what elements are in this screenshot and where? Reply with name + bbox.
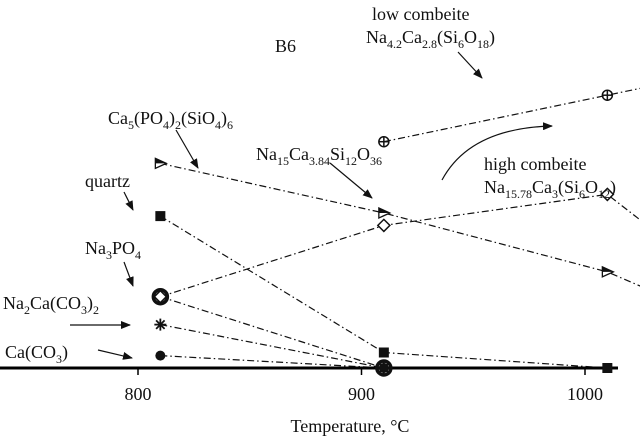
marker-low_combeite-0 <box>378 135 390 148</box>
annotation-high-combeite-formula: Na15.78Ca3(Si6O12) <box>484 177 616 201</box>
arrow-low-combeite <box>457 51 483 79</box>
series-line-low_combeite <box>383 87 640 143</box>
annotation-arrows <box>70 51 553 360</box>
annotation-high-combeite-name: high combeite <box>484 154 586 174</box>
x-tick-label-900: 900 <box>348 384 375 404</box>
arrow-na15 <box>329 162 373 199</box>
marker-ca5po4-0 <box>154 157 168 170</box>
marker-caco3-0 <box>155 350 166 361</box>
marker-ca5po4-1 <box>378 206 392 220</box>
marker-na3po4-0 <box>151 287 170 306</box>
arrow-caco3 <box>97 349 133 360</box>
series-line-na15 <box>160 193 640 298</box>
annotation-na15-formula: Na15Ca3.84Si12O36 <box>256 144 382 168</box>
series-markers <box>151 89 615 377</box>
arrow-quartz <box>123 191 134 211</box>
annotation-ca5po4-formula: Ca5(PO4)2(SiO4)6 <box>108 108 233 132</box>
annotation-na3po4-formula: Na3PO4 <box>85 238 141 262</box>
series-line-ca5po4 <box>160 162 640 287</box>
marker-quartz-2 <box>602 363 613 373</box>
marker-na3po4-1 <box>375 359 393 377</box>
annotation-caco3-formula: Ca(CO3) <box>5 342 68 366</box>
marker-na15-2 <box>600 187 615 202</box>
arrow-ca5po4 <box>175 129 199 169</box>
annotation-low-combeite-name: low combeite <box>372 4 469 24</box>
marker-caco3-1 <box>378 363 389 373</box>
series-line-na2ca <box>160 324 385 369</box>
series-lines <box>159 87 640 369</box>
series-line-quartz <box>159 215 608 369</box>
x-ticks: 80090010001100 <box>125 368 603 404</box>
marker-quartz-1 <box>378 347 389 358</box>
marker-quartz-0 <box>155 211 166 222</box>
annotation-low-combeite-formula: Na4.2Ca2.8(Si6O18) <box>366 27 495 51</box>
marker-low_combeite-1 <box>601 89 614 101</box>
annotation-na2ca-formula: Na2Ca(CO3)2 <box>3 293 99 317</box>
series-line-na3po4 <box>160 296 385 369</box>
marker-na15-1 <box>376 218 391 233</box>
chart-title: B6 <box>275 36 296 56</box>
arrow-na3po4 <box>123 261 134 287</box>
x-axis-title: Temperature, °C <box>291 416 410 436</box>
marker-na2ca-0 <box>154 318 167 331</box>
x-tick-label-1000: 1000 <box>567 384 603 404</box>
marker-ca5po4-2 <box>601 265 615 278</box>
series-line-caco3 <box>160 355 384 369</box>
x-tick-label-800: 800 <box>125 384 152 404</box>
arrow-high-combeite <box>441 122 553 181</box>
annotation-quartz: quartz <box>85 171 130 191</box>
